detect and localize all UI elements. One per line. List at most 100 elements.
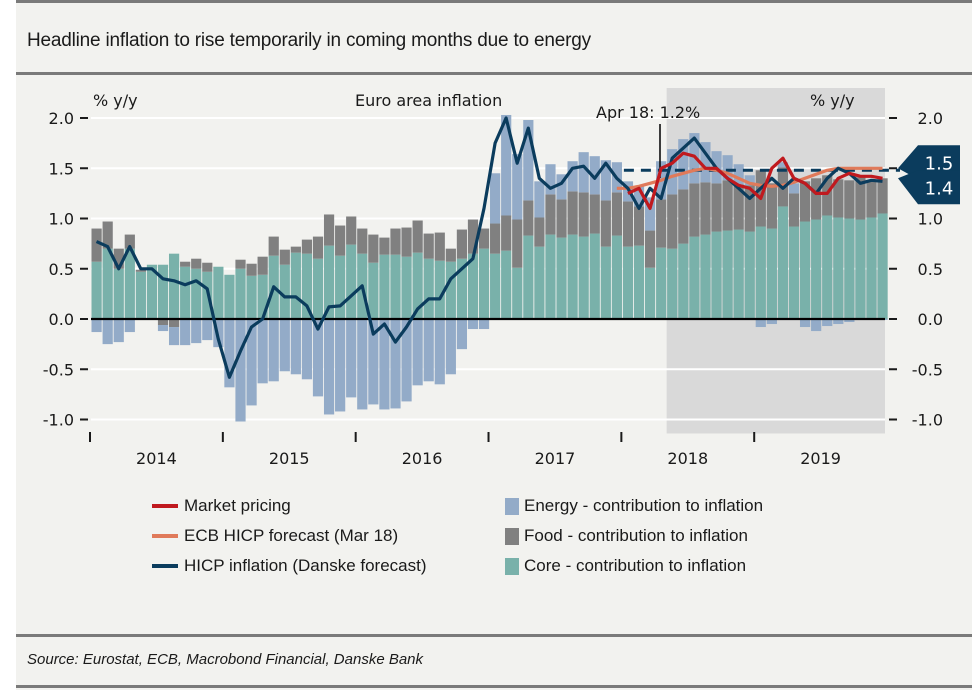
energy-bar — [490, 173, 501, 224]
y-axis-label-right: % y/y — [810, 91, 855, 110]
legend-label: Energy - contribution to inflation — [524, 496, 764, 515]
core-bar — [312, 258, 324, 319]
food-bar — [622, 201, 634, 247]
food-bar — [257, 256, 268, 275]
x-tick-label: 2015 — [269, 449, 310, 468]
core-bar — [157, 264, 169, 319]
core-bar — [135, 271, 146, 319]
energy-bar — [589, 156, 600, 195]
food-bar — [246, 263, 257, 276]
legend-item-hicp: HICP inflation (Danske forecast) — [152, 556, 427, 576]
food-bar — [678, 189, 689, 244]
core-bar — [512, 267, 523, 319]
x-tick-label: 2019 — [800, 449, 841, 468]
legend-item-ecb-forecast: ECB HICP forecast (Mar 18) — [152, 526, 398, 546]
energy-bar — [633, 186, 645, 207]
market-pricing-swatch — [152, 504, 178, 508]
food-bar — [180, 261, 191, 267]
hicp-line — [95, 116, 883, 379]
food-bar — [235, 259, 246, 269]
core-bar — [567, 234, 578, 319]
y-tick-label-right: 2.0 — [918, 109, 943, 128]
core-bar — [645, 267, 656, 319]
energy-bar — [357, 319, 368, 410]
core-swatch — [505, 557, 519, 575]
energy-bar — [788, 183, 800, 194]
chart-svg: 2.0 2.0 1.5 1.5 1.0 1.0 0.5 0.5 0.0 0.0 -0.5 -0.5 -1… — [43, 88, 960, 468]
core-bar — [456, 258, 468, 319]
core-bar — [523, 235, 534, 319]
energy-bar — [833, 319, 844, 325]
y-tick-label-left: -1.0 — [43, 411, 74, 430]
core-bar — [766, 228, 777, 319]
y-tick-label-left: 0.5 — [49, 260, 74, 279]
core-bar — [180, 266, 191, 319]
food-bar — [301, 239, 313, 254]
callout-label: 1.5 — [925, 153, 954, 174]
chart-subtitle: Euro area inflation — [355, 91, 502, 110]
food-bar — [323, 214, 335, 246]
core-bar — [578, 236, 589, 319]
core-bar — [811, 219, 822, 319]
legend-item-energy: Energy - contribution to inflation — [505, 496, 763, 516]
chart-title: Headline inflation to rise temporarily i… — [27, 30, 591, 51]
food-bar — [501, 215, 512, 251]
food-bar — [379, 237, 390, 255]
core-bar — [844, 218, 855, 319]
food-bar — [600, 200, 611, 247]
energy-bar — [346, 319, 357, 398]
core-bar — [445, 261, 456, 319]
food-bar — [102, 221, 113, 249]
energy-bar — [645, 197, 656, 231]
core-bar — [855, 219, 866, 319]
energy-bar — [312, 319, 324, 397]
energy-bar — [279, 319, 290, 372]
energy-bar — [91, 319, 102, 333]
core-bar — [124, 248, 135, 319]
y-tick-label-right: 0.5 — [918, 260, 943, 279]
food-bar — [412, 220, 423, 253]
core-bar — [822, 215, 833, 319]
core-bar — [678, 243, 689, 319]
core-bar — [213, 266, 224, 319]
energy-bar — [301, 319, 313, 380]
food-bar — [545, 194, 556, 235]
x-tick-label: 2017 — [535, 449, 576, 468]
energy-bar — [700, 142, 711, 183]
food-bar — [401, 227, 412, 257]
food-bar — [645, 230, 656, 268]
energy-bar — [202, 319, 213, 341]
core-bar — [755, 226, 766, 319]
y-tick-label-left: -0.5 — [43, 360, 74, 379]
food-bar — [833, 179, 844, 218]
energy-bar — [180, 319, 191, 346]
energy-bar — [191, 319, 202, 344]
bottom-rule — [16, 685, 972, 688]
core-bar — [877, 213, 888, 319]
core-bar — [777, 206, 789, 319]
food-bar — [434, 232, 445, 261]
food-bar — [113, 248, 124, 269]
energy-bar — [755, 319, 766, 328]
y-tick-label-left: 1.0 — [49, 210, 74, 229]
energy-bar — [246, 319, 257, 406]
x-tick-label: 2014 — [136, 449, 177, 468]
core-bar — [290, 252, 301, 319]
energy-bar — [235, 319, 246, 422]
energy-bar — [766, 319, 777, 325]
core-bar — [833, 217, 844, 319]
core-bar — [191, 268, 202, 319]
x-tick-label: 2016 — [402, 449, 443, 468]
energy-bar — [445, 319, 456, 375]
food-bar — [788, 193, 800, 227]
food-bar — [656, 199, 667, 248]
core-bar — [589, 233, 600, 319]
food-bar — [135, 269, 146, 272]
energy-bar — [722, 155, 733, 181]
energy-bar — [335, 319, 346, 412]
food-bar — [689, 183, 700, 237]
callout-label: 1.4 — [925, 178, 954, 199]
core-bar — [368, 262, 379, 319]
energy-bar — [844, 319, 855, 323]
energy-bar — [822, 319, 833, 327]
